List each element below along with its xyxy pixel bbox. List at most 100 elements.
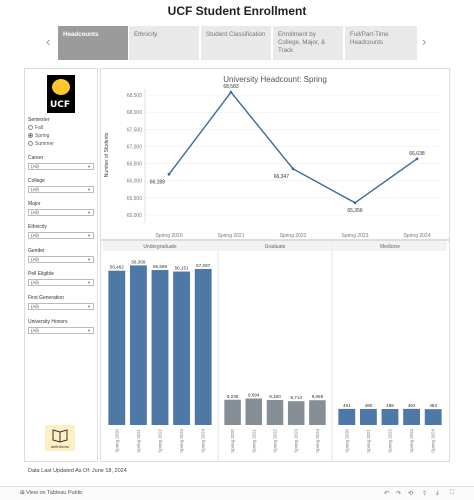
x-tick-label: Spring 2021 <box>366 428 371 452</box>
page-title: UCF Student Enrollment <box>167 4 307 18</box>
chevron-down-icon: ▼ <box>87 304 91 309</box>
tab-headcounts[interactable]: Headcounts <box>58 26 128 60</box>
x-tick-label: Spring 2021 <box>251 428 256 452</box>
panel-header-label: Graduate <box>265 244 286 250</box>
bar <box>151 270 169 425</box>
bar <box>224 399 241 425</box>
redo-icon[interactable]: ↷ <box>396 491 402 497</box>
tabs-prev-icon[interactable]: ‹ <box>46 34 51 49</box>
chevron-down-icon: ▼ <box>87 210 91 215</box>
x-tick-label: Spring 2023 <box>179 428 184 452</box>
data-label: 66,188 <box>150 179 166 185</box>
tab-full-part-time[interactable]: Full/Part-Time Headcounts <box>345 26 417 60</box>
chevron-down-icon: ▼ <box>87 187 91 192</box>
college-filter-select[interactable]: (All) ▼ <box>28 186 94 193</box>
x-tick-label: Spring 2024 <box>315 428 320 452</box>
x-tick-label: Spring 2024 <box>201 428 206 452</box>
bar-value-label: 56,462 <box>110 265 124 270</box>
bar <box>359 408 377 425</box>
semester-option-summer[interactable]: Summer <box>28 141 54 147</box>
bar <box>194 268 212 425</box>
tab-student-classification[interactable]: Student Classification <box>201 26 271 60</box>
semester-option-spring[interactable]: Spring <box>28 133 49 139</box>
undo-icon[interactable]: ↶ <box>384 491 390 497</box>
x-tick-label: Spring 2021 <box>136 428 141 452</box>
bar <box>108 270 126 425</box>
bar-value-label: 8,713 <box>290 395 302 400</box>
data-point <box>167 172 171 176</box>
bar-value-label: 490 <box>365 403 373 408</box>
university-honors-filter-select[interactable]: (All) ▼ <box>28 327 94 334</box>
data-point <box>353 201 357 205</box>
x-tick-label: Spring 2023 <box>342 233 369 239</box>
chevron-down-icon: ▼ <box>87 257 91 262</box>
download-icon[interactable]: ⤓ <box>436 490 439 496</box>
x-tick-label: Spring 2020 <box>230 428 235 452</box>
x-tick-label: Spring 2022 <box>158 428 163 452</box>
bar-value-label: 491 <box>343 403 351 408</box>
revert-icon[interactable]: ⟲ <box>408 491 414 497</box>
book-icon <box>52 429 68 443</box>
fullscreen-icon[interactable]: ⛶ <box>450 490 455 496</box>
bar <box>245 398 263 425</box>
y-tick-label: 68,000 <box>127 110 143 116</box>
bar <box>381 408 399 425</box>
bar-value-label: 483 <box>429 403 437 408</box>
bar <box>309 400 326 425</box>
bar <box>266 399 284 425</box>
bar-value-label: 57,087 <box>196 263 210 268</box>
bar-value-label: 9,160 <box>269 394 281 399</box>
y-tick-label: 66,000 <box>127 179 143 185</box>
bar <box>129 265 147 425</box>
data-updated-note: Data Last Updated As Of: June 18, 2024 <box>28 468 127 474</box>
bar-value-label: 9,235 <box>227 394 239 399</box>
data-point <box>415 157 419 161</box>
y-tick-label: 66,500 <box>127 162 143 168</box>
major-filter-select[interactable]: (All) ▼ <box>28 209 94 216</box>
bar <box>403 408 421 425</box>
data-point <box>229 90 233 94</box>
x-tick-label: Spring 2022 <box>280 233 307 239</box>
chevron-down-icon: ▼ <box>87 280 91 285</box>
y-axis-label: Number of Students <box>104 132 110 177</box>
ucf-logo: UCF <box>47 75 75 113</box>
bar <box>287 401 305 425</box>
panel-header-label: Medicine <box>380 244 400 250</box>
definitions-button[interactable]: definitions <box>45 425 75 451</box>
bar-value-label: 492 <box>408 403 416 408</box>
bar <box>424 409 442 425</box>
career-filter-select[interactable]: (All) ▼ <box>28 163 94 170</box>
tab-strip: ‹ Headcounts Ethnicity Student Classific… <box>46 26 432 60</box>
first-generation-filter-select[interactable]: (All) ▼ <box>28 303 94 310</box>
ethnicity-filter-select[interactable]: (All) ▼ <box>28 232 94 239</box>
panel-header <box>103 241 217 251</box>
bar-value-label: 9,068 <box>312 394 324 399</box>
x-tick-label: Spring 2020 <box>344 428 349 452</box>
view-on-tableau-link[interactable]: ⊞ View on Tableau Public <box>20 490 83 496</box>
tab-enrollment-by-college[interactable]: Enrollment by College, Major, & Track <box>273 26 343 60</box>
tab-ethnicity[interactable]: Ethnicity <box>129 26 199 60</box>
pell-eligible-filter-select[interactable]: (All) ▼ <box>28 279 94 286</box>
college-filter-label: College <box>28 178 45 184</box>
pegasus-icon <box>52 79 70 95</box>
gender-filter-select[interactable]: (All) ▼ <box>28 256 94 263</box>
panel-header-label: Undergraduate <box>143 244 177 250</box>
semester-option-fall[interactable]: Fall <box>28 125 43 131</box>
career-bar-chart: Undergraduate 56,462 Spring 2020 58,399 Spri… <box>103 241 447 461</box>
data-point <box>291 167 295 171</box>
chevron-down-icon: ▼ <box>87 164 91 169</box>
y-tick-label: 67,000 <box>127 144 143 150</box>
filter-panel: UCF Semester Fall Spring Summer Career (… <box>24 68 98 462</box>
bar <box>338 408 356 425</box>
gender-filter-label: Gender <box>28 248 45 254</box>
university-honors-filter-label: University Honors <box>28 319 68 325</box>
first-generation-filter-label: First Generation <box>28 295 64 301</box>
tabs-next-icon[interactable]: › <box>422 34 427 49</box>
headcount-line-chart: University Headcount: Spring 65,000 65,500… <box>104 75 441 239</box>
data-label: 68,583 <box>223 84 239 90</box>
pell-eligible-filter-label: Pell Eligible <box>28 271 54 277</box>
bar-value-label: 58,399 <box>131 259 145 264</box>
x-tick-label: Spring 2024 <box>404 233 431 239</box>
panel-header <box>219 241 331 251</box>
share-icon[interactable]: ⇪ <box>422 491 428 497</box>
